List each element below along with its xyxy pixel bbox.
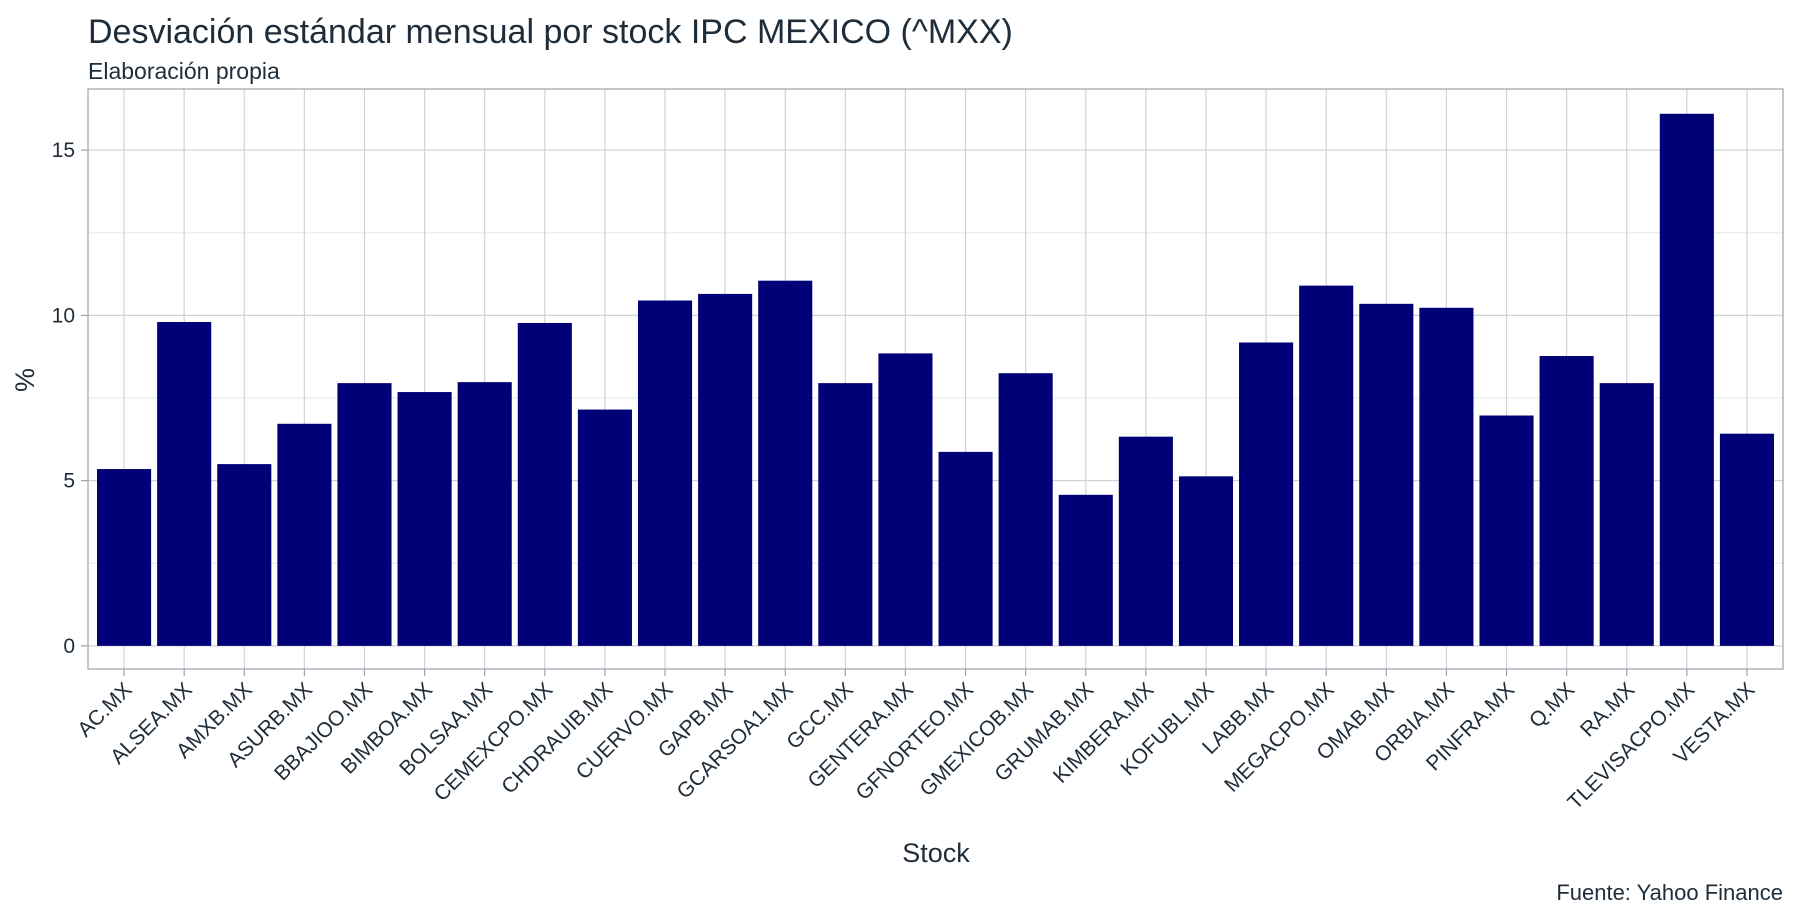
bar-ORBIA.MX	[1419, 307, 1474, 646]
bar-GRUMAB.MX	[1058, 494, 1113, 646]
bar-KIMBERA.MX	[1118, 436, 1173, 646]
bar-AMXB.MX	[217, 464, 272, 646]
bar-GCC.MX	[818, 383, 873, 646]
x-axis-title: Stock	[902, 838, 970, 868]
bar-GENTERA.MX	[878, 353, 933, 646]
bar-KOFUBL.MX	[1178, 476, 1234, 646]
y-tick-label: 0	[63, 635, 75, 658]
y-axis-title: %	[10, 368, 40, 392]
bars	[97, 113, 1774, 646]
bar-ASURB.MX	[277, 423, 332, 646]
bar-GAPB.MX	[698, 293, 753, 646]
bar-CEMEXCPO.MX	[517, 322, 572, 646]
bar-MEGACPO.MX	[1299, 285, 1354, 646]
x-axis-ticks: AC.MXALSEA.MXAMXB.MXASURB.MXBBAJIOO.MXBI…	[73, 669, 1759, 814]
bar-GCARSOA1.MX	[758, 280, 813, 646]
x-tick-label: MEGACPO.MX	[1220, 678, 1339, 797]
y-tick-label: 15	[52, 139, 75, 162]
bar-BBAJIOO.MX	[337, 383, 392, 646]
bar-TLEVISACPO.MX	[1659, 113, 1714, 646]
bar-GFNORTEO.MX	[938, 451, 993, 646]
x-tick-label: Q.MX	[1525, 678, 1579, 732]
bar-RA.MX	[1599, 383, 1654, 646]
bar-BOLSAA.MX	[457, 382, 512, 646]
x-tick-label: GCARSOA1.MX	[673, 678, 798, 803]
bar-CUERVO.MX	[637, 300, 693, 646]
bar-AC.MX	[97, 469, 152, 646]
bar-VESTA.MX	[1719, 433, 1774, 646]
y-tick-label: 10	[52, 304, 75, 327]
bar-OMAB.MX	[1359, 303, 1414, 646]
bar-LABB.MX	[1239, 342, 1294, 646]
x-tick-label: GENTERA.MX	[804, 678, 918, 792]
plot-panel-border	[87, 88, 1784, 670]
chart-subtitle: Elaboración propia	[88, 58, 280, 84]
y-tick-label: 5	[63, 470, 75, 493]
bar-CHDRAUIB.MX	[577, 409, 632, 646]
bar-PINFRA.MX	[1479, 415, 1534, 646]
bar-ALSEA.MX	[157, 321, 212, 646]
bar-GMEXICOB.MX	[998, 373, 1053, 646]
bar-Q.MX	[1539, 356, 1594, 646]
chart-caption: Fuente: Yahoo Finance	[1556, 880, 1783, 905]
x-tick-label: CHDRAUIB.MX	[497, 678, 617, 798]
y-axis-ticks: 0 5 10 15	[52, 139, 88, 658]
chart-title: Desviación estándar mensual por stock IP…	[88, 13, 1013, 51]
bar-BIMBOA.MX	[397, 392, 452, 646]
